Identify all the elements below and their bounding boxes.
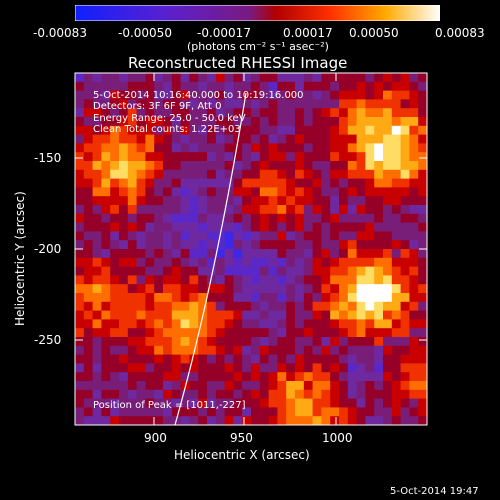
annotation-line: Energy Range: 25.0 - 50.0 keV [93, 113, 246, 124]
footer-timestamp: 5-Oct-2014 19:47 [390, 486, 479, 497]
annotation-line: Clean Total counts: 1.22E+03 [93, 124, 241, 135]
x-axis-label: Heliocentric X (arcsec) [174, 448, 310, 462]
x-tick-label: 950 [230, 431, 253, 445]
plot-title: Reconstructed RHESSI Image [128, 54, 348, 72]
x-tick-label: 1000 [322, 431, 353, 445]
x-tick-label: 900 [144, 431, 167, 445]
y-tick-label: -150 [34, 151, 62, 165]
colorbar-units: (photons cm⁻² s⁻¹ asec⁻²) [187, 40, 329, 53]
annotation-line: 5-Oct-2014 10:16:40.000 to 10:19:16.000 [93, 90, 304, 101]
annotation-line: Detectors: 3F 6F 9F, Att 0 [93, 101, 222, 112]
colorbar-tick-label: -0.00050 [118, 26, 172, 40]
colorbar-tick-label: 0.00050 [349, 26, 399, 40]
y-axis-label: Heliocentric Y (arcsec) [13, 191, 27, 326]
y-tick-label: -250 [34, 333, 62, 347]
colorbar [75, 5, 440, 21]
peak-position-text: Position of Peak = [1011,-227] [93, 400, 246, 411]
colorbar-tick-label: 0.00017 [283, 26, 333, 40]
colorbar-tick-label: 0.00083 [435, 26, 485, 40]
y-tick-label: -200 [34, 242, 62, 256]
colorbar-tick-label: -0.00083 [33, 26, 87, 40]
colorbar-tick-label: -0.00017 [197, 26, 251, 40]
